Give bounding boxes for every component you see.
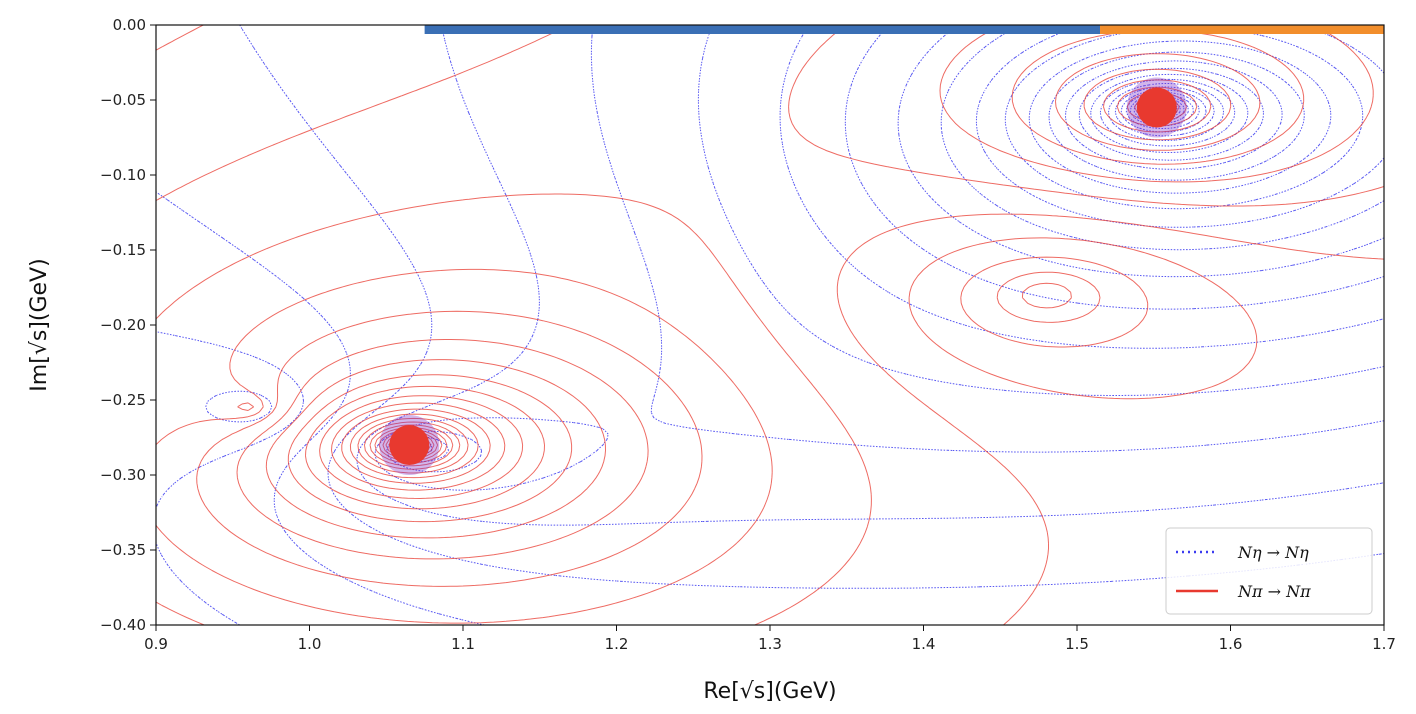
y-tick-label: −0.05 xyxy=(100,91,146,109)
threshold-bar xyxy=(424,25,1101,34)
y-tick-label: −0.15 xyxy=(100,241,146,259)
eta-contour-line xyxy=(1028,40,1332,194)
pi-contour-line xyxy=(388,105,1158,456)
eta-contour-line xyxy=(1108,83,1225,141)
threshold-bar xyxy=(1100,25,1384,34)
legend-label-eta: Nη → Nη xyxy=(1237,543,1309,562)
y-tick-label: −0.35 xyxy=(100,541,146,559)
x-tick-label: 1.4 xyxy=(912,635,936,653)
pi-contour-line xyxy=(156,25,1258,400)
pi-contour-line xyxy=(996,271,1101,323)
x-axis-label: Re[√s](GeV) xyxy=(703,679,836,704)
pi-contour-line xyxy=(357,101,1168,474)
x-tick-label: 0.9 xyxy=(144,635,168,653)
pi-contour-line xyxy=(363,102,1165,470)
y-tick-label: −0.30 xyxy=(100,466,146,484)
pi-contour-line xyxy=(378,104,1161,462)
y-tick-label: −0.40 xyxy=(100,616,146,634)
pi-contour-line xyxy=(960,256,1149,348)
x-axis: 0.9 1.0 1.1 1.2 1.3 1.4 1.5 1.6 1.7 xyxy=(144,625,1396,653)
legend: Nη → Nη Nπ → Nπ xyxy=(1165,527,1373,615)
pi-contour-line xyxy=(385,105,1159,458)
eta-contour-line xyxy=(402,25,1384,453)
contour-lines xyxy=(156,25,1384,625)
pi-contour-line xyxy=(156,25,1374,624)
pi-contour-line xyxy=(287,79,1212,523)
x-tick-label: 1.3 xyxy=(758,635,782,653)
pi-contour-line xyxy=(156,25,1384,625)
pi-contour-line xyxy=(349,100,1171,479)
y-axis-label: Im[√s](GeV) xyxy=(27,258,52,391)
pi-contour-line xyxy=(369,102,1163,467)
y-tick-label: 0.00 xyxy=(113,16,146,34)
eta-contour-line xyxy=(356,25,1384,526)
pi-contour-line xyxy=(265,68,1232,539)
eta-contour-line xyxy=(403,25,1384,450)
eta-contour-line xyxy=(239,25,1384,589)
eta-contour-line xyxy=(1048,51,1305,181)
y-axis: 0.00 −0.05 −0.10 −0.15 −0.20 −0.25 −0.30 −0.35 −… xyxy=(100,16,156,634)
eta-contour-line xyxy=(1090,73,1249,153)
x-tick-label: 1.7 xyxy=(1372,635,1396,653)
x-tick-label: 1.5 xyxy=(1065,635,1089,653)
x-tick-label: 1.1 xyxy=(451,635,475,653)
y-tick-label: −0.10 xyxy=(100,166,146,184)
eta-contours xyxy=(156,25,1384,625)
legend-label-pi: Nπ → Nπ xyxy=(1237,582,1311,601)
y-tick-label: −0.20 xyxy=(100,316,146,334)
pi-contour-line xyxy=(236,53,1261,560)
eta-contour-line xyxy=(374,25,1384,491)
eta-contour-line xyxy=(399,25,1384,456)
eta-contour-line xyxy=(394,25,1384,462)
pole-marker xyxy=(389,425,430,465)
pi-contour-line xyxy=(1021,282,1072,309)
pi-contour-line xyxy=(319,91,1187,499)
eta-contour-line xyxy=(1078,67,1264,161)
eta-contour-line xyxy=(386,25,1384,473)
threshold-bars xyxy=(424,25,1384,34)
pole-marker xyxy=(1136,87,1177,128)
x-tick-label: 1.2 xyxy=(605,635,629,653)
eta-contour-line xyxy=(156,331,304,625)
y-tick-label: −0.25 xyxy=(100,391,146,409)
eta-contour-line xyxy=(156,191,485,625)
x-tick-label: 1.6 xyxy=(1219,635,1243,653)
pi-contour-line xyxy=(196,29,1305,587)
legend-box xyxy=(1165,527,1373,615)
pi-contour-line xyxy=(156,25,1384,625)
eta-contour-line xyxy=(205,390,273,423)
x-tick-label: 1.0 xyxy=(298,635,322,653)
pi-contour-line xyxy=(382,104,1160,460)
